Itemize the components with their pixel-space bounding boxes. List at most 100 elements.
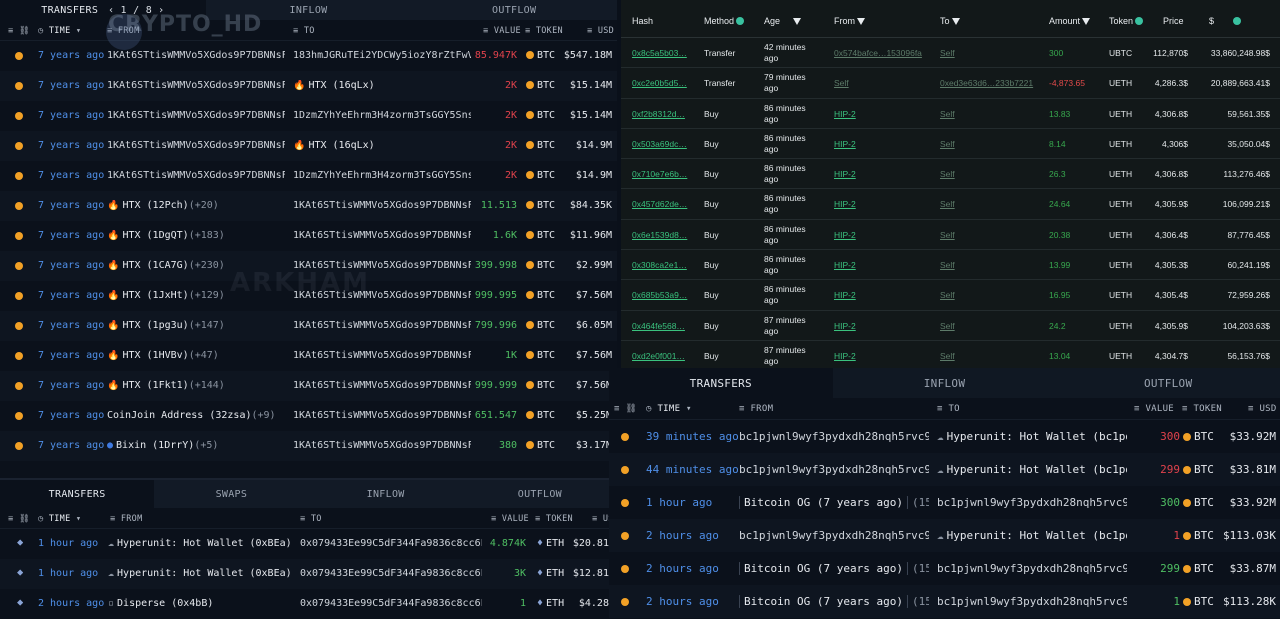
table-row[interactable]: 44 minutes ago bc1pjwnl9wyf3pydxdh28nqh5r… bbox=[609, 453, 1280, 486]
to-link[interactable]: Self bbox=[940, 108, 955, 119]
usd-header[interactable]: ≡ USD bbox=[587, 26, 615, 36]
value-header[interactable]: ≡ VALUE bbox=[483, 26, 521, 36]
to-cell[interactable]: 1KAt6STtisWMMVo5XGdos9P7DBNNsFf… bbox=[293, 410, 471, 421]
time-header[interactable]: ◷ TIME ▾ bbox=[38, 514, 82, 524]
to-cell[interactable]: bc1pjwnl9wyf3pydxdh28nqh5rvc9u… bbox=[937, 496, 1127, 509]
prev-page-icon[interactable]: ‹ bbox=[108, 4, 115, 16]
table-row[interactable]: 0x457d62de… Buy 86 minutes ago HIP-2 Self 24.… bbox=[621, 189, 1280, 220]
filter-icon[interactable]: ≡ ⛓ bbox=[8, 514, 30, 524]
filter-icon[interactable] bbox=[736, 17, 745, 25]
from-cell[interactable]: 🔥 HTX (1DgQT)(+183) bbox=[107, 230, 285, 241]
from-link[interactable]: HIP-2 bbox=[834, 169, 856, 180]
token-header[interactable]: Token bbox=[1109, 16, 1144, 26]
table-row[interactable]: ⬥ 1 hour ago ☁ Hyperunit: Hot Wallet (0xBEa… bbox=[0, 559, 617, 589]
tab-outflow[interactable]: OUTFLOW bbox=[1056, 368, 1280, 398]
to-cell[interactable]: 1DzmZYhYeEhrm3H4zorm3TsGGY5Sns9… bbox=[293, 170, 471, 181]
hash-link[interactable]: 0x8c5a5b03… bbox=[632, 48, 687, 58]
from-cell[interactable]: ● Bixin (1DrrY)(+5) bbox=[107, 440, 285, 451]
from-cell[interactable]: bc1pjwnl9wyf3pydxdh28nqh5rvc9u… bbox=[739, 529, 929, 542]
time-cell[interactable]: 7 years ago bbox=[38, 140, 105, 151]
tab-transfers[interactable]: TRANSFERS ‹ 1 / 8 › bbox=[0, 0, 206, 20]
to-cell[interactable]: 1KAt6STtisWMMVo5XGdos9P7DBNNsFf… bbox=[293, 200, 471, 211]
to-link[interactable]: Self bbox=[940, 320, 955, 331]
table-row[interactable]: ⬥ 2 hours ago ▫ Disperse (0x4bB) 0x079433Ee9… bbox=[0, 589, 617, 619]
from-cell[interactable]: 🔥 HTX (1HVBv)(+47) bbox=[107, 350, 285, 361]
time-cell[interactable]: 7 years ago bbox=[38, 200, 105, 211]
value-header[interactable]: ≡ VALUE bbox=[1134, 404, 1175, 414]
hash-link[interactable]: 0x308ca2e1… bbox=[632, 260, 687, 271]
table-row[interactable]: 7 years ago ● Bixin (1DrrY)(+5) 1KAt6STtisW… bbox=[0, 431, 617, 461]
from-cell[interactable]: 🔥 HTX (1CA7G)(+230) bbox=[107, 260, 285, 271]
to-cell[interactable]: 🔥 HTX (16qLx) bbox=[293, 80, 471, 91]
table-row[interactable]: 7 years ago 🔥 HTX (12Pch)(+20) 1KAt6STtisWM… bbox=[0, 191, 617, 221]
table-row[interactable]: 0x710e7e6b… Buy 86 minutes ago HIP-2 Self 26.… bbox=[621, 159, 1280, 190]
next-page-icon[interactable]: › bbox=[158, 4, 165, 16]
to-header[interactable]: ≡ TO bbox=[300, 514, 322, 524]
to-cell[interactable]: 183hmJGRuTEi2YDCWy5iozY8rZtFwVg… bbox=[293, 50, 471, 61]
to-cell[interactable]: 1DzmZYhYeEhrm3H4zorm3TsGGY5Sns9… bbox=[293, 110, 471, 121]
table-row[interactable]: 7 years ago 🔥 HTX (1CA7G)(+230) 1KAt6STtisW… bbox=[0, 251, 617, 281]
from-cell[interactable]: 🔥 HTX (12Pch)(+20) bbox=[107, 200, 285, 211]
table-row[interactable]: 0x6e1539d8… Buy 86 minutes ago HIP-2 Self 20.… bbox=[621, 220, 1280, 251]
time-cell[interactable]: 2 hours ago bbox=[646, 562, 719, 575]
time-header[interactable]: ◷ TIME ▾ bbox=[646, 404, 692, 414]
table-row[interactable]: 7 years ago 🔥 HTX (1JxHt)(+129) 1KAt6STtisW… bbox=[0, 281, 617, 311]
filter-icon[interactable] bbox=[857, 18, 865, 25]
time-cell[interactable]: 7 years ago bbox=[38, 440, 105, 451]
from-link[interactable]: HIP-2 bbox=[834, 320, 856, 331]
to-link[interactable]: Self bbox=[940, 290, 955, 301]
from-link[interactable]: Self bbox=[834, 78, 849, 89]
from-link[interactable]: HIP-2 bbox=[834, 229, 856, 240]
time-cell[interactable]: 39 minutes ago bbox=[646, 430, 739, 443]
from-cell[interactable]: ☁ Hyperunit: Hot Wallet (0xBEa) bbox=[108, 538, 293, 549]
filter-icon[interactable] bbox=[951, 18, 960, 25]
table-row[interactable]: 0x685b53a9… Buy 86 minutes ago HIP-2 Self 16.… bbox=[621, 280, 1280, 311]
to-link[interactable]: Self bbox=[940, 350, 955, 361]
from-cell[interactable]: 🔥 HTX (1pg3u)(+147) bbox=[107, 320, 285, 331]
from-cell[interactable]: 1KAt6STtisWMMVo5XGdos9P7DBNNsFf… bbox=[107, 80, 285, 91]
hash-link[interactable]: 0xc2e0b5d5… bbox=[632, 78, 687, 89]
from-cell[interactable]: 1KAt6STtisWMMVo5XGdos9P7DBNNsFf… bbox=[107, 170, 285, 181]
table-row[interactable]: 0xf2b8312d… Buy 86 minutes ago HIP-2 Self 13.… bbox=[621, 99, 1280, 129]
to-header[interactable]: ≡ TO bbox=[937, 404, 960, 414]
from-header[interactable]: ≡ FROM bbox=[110, 514, 143, 524]
time-cell[interactable]: 7 years ago bbox=[38, 230, 105, 241]
to-link[interactable]: Self bbox=[940, 229, 955, 240]
hash-link[interactable]: 0x6e1539d8… bbox=[632, 229, 688, 240]
table-row[interactable]: 7 years ago 1KAt6STtisWMMVo5XGdos9P7DBNNs… bbox=[0, 101, 617, 131]
tab-outflow[interactable]: OUTFLOW bbox=[462, 480, 617, 508]
time-cell[interactable]: 44 minutes ago bbox=[646, 463, 739, 476]
token-header[interactable]: ≡ TOKEN bbox=[1182, 404, 1223, 414]
usd-header[interactable]: $ bbox=[1209, 16, 1241, 26]
table-row[interactable]: 2 hours ago Bitcoin OG (7 years ago)(15… b… bbox=[609, 552, 1280, 585]
table-row[interactable]: 7 years ago 🔥 HTX (1Fkt1)(+144) 1KAt6STtisW… bbox=[0, 371, 617, 401]
hash-link[interactable]: 0x685b53a9… bbox=[632, 290, 688, 301]
time-cell[interactable]: 7 years ago bbox=[38, 380, 105, 391]
time-cell[interactable]: 2 hours ago bbox=[38, 598, 105, 609]
table-row[interactable]: 0x503a69dc… Buy 86 minutes ago HIP-2 Self 8.1… bbox=[621, 129, 1280, 160]
time-cell[interactable]: 7 years ago bbox=[38, 290, 105, 301]
table-row[interactable]: 7 years ago 1KAt6STtisWMMVo5XGdos9P7DBNNs… bbox=[0, 71, 617, 101]
table-row[interactable]: 7 years ago 🔥 HTX (1DgQT)(+183) 1KAt6STtisW… bbox=[0, 221, 617, 251]
token-header[interactable]: ≡ TOKEN bbox=[535, 514, 573, 524]
hash-link[interactable]: 0x457d62de… bbox=[632, 199, 688, 210]
to-header[interactable]: To bbox=[940, 16, 960, 26]
from-cell[interactable]: bc1pjwnl9wyf3pydxdh28nqh5rvc9u… bbox=[739, 430, 929, 443]
to-cell[interactable]: 0x079433Ee99C5dF344Fa9836c8cc6F… bbox=[300, 538, 482, 549]
table-row[interactable]: 0x308ca2e1… Buy 86 minutes ago HIP-2 Self 13.… bbox=[621, 250, 1280, 281]
hash-link[interactable]: 0xf2b8312d… bbox=[632, 108, 685, 119]
time-cell[interactable]: 7 years ago bbox=[38, 260, 105, 271]
filter-icon[interactable] bbox=[1135, 17, 1144, 25]
table-row[interactable]: 0xd2e0f001… Buy 87 minutes ago HIP-2 Self 13.… bbox=[621, 341, 1280, 368]
to-cell[interactable]: bc1pjwnl9wyf3pydxdh28nqh5rvc9u… bbox=[937, 595, 1127, 608]
filter-icon[interactable] bbox=[1232, 17, 1241, 25]
from-header[interactable]: From bbox=[834, 16, 865, 26]
table-row[interactable]: 0x464fe568… Buy 87 minutes ago HIP-2 Self 24.… bbox=[621, 311, 1280, 341]
to-cell[interactable]: 1KAt6STtisWMMVo5XGdos9P7DBNNsFf… bbox=[293, 350, 471, 361]
from-cell[interactable]: Bitcoin OG (7 years ago)(15… bbox=[739, 496, 929, 509]
from-cell[interactable]: CoinJoin Address (32zsa)(+9) bbox=[107, 410, 285, 421]
tab-inflow[interactable]: INFLOW bbox=[832, 368, 1057, 398]
table-row[interactable]: 7 years ago 🔥 HTX (1pg3u)(+147) 1KAt6STtisW… bbox=[0, 311, 617, 341]
from-cell[interactable]: bc1pjwnl9wyf3pydxdh28nqh5rvc9u… bbox=[739, 463, 929, 476]
from-link[interactable]: HIP-2 bbox=[834, 138, 856, 149]
